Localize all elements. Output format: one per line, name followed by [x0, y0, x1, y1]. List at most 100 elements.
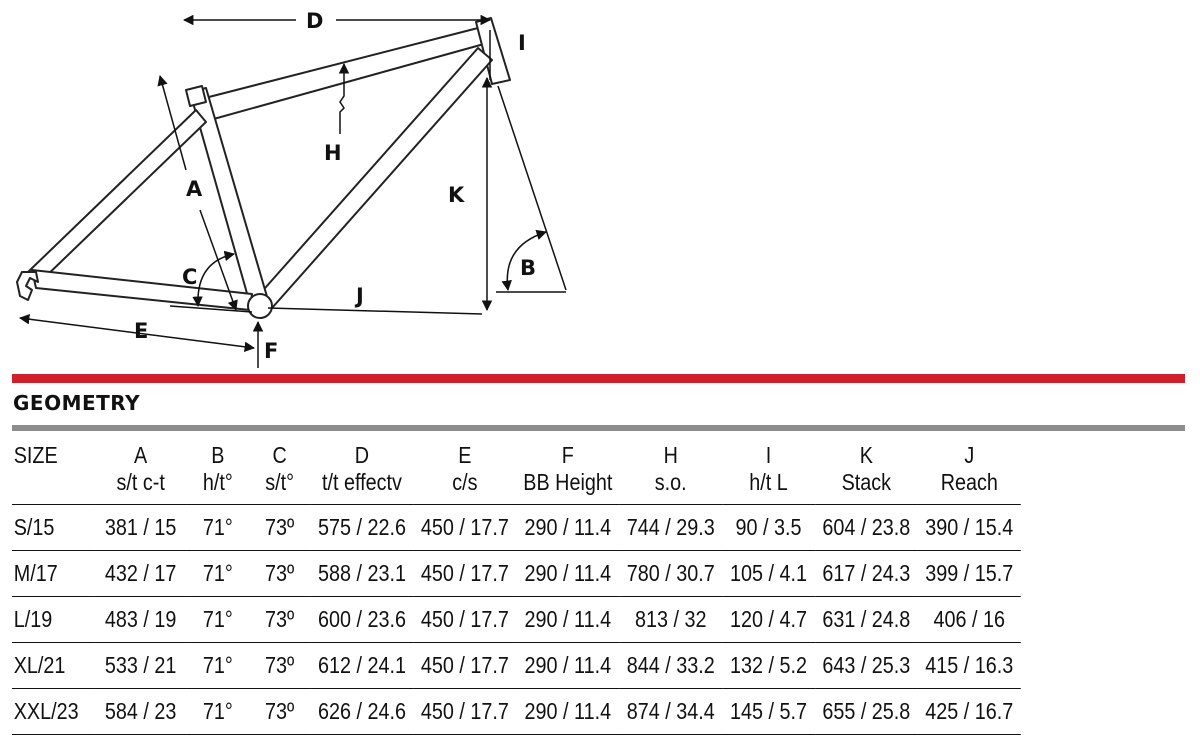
cell-j: 390 / 15.4 — [917, 504, 1021, 551]
cell-i: 105 / 4.1 — [722, 550, 815, 597]
header-letter: D — [354, 442, 370, 468]
header-letter: H — [663, 442, 678, 468]
header-sub: t/t effectv — [322, 469, 402, 495]
header-sub: s.o. — [654, 469, 687, 495]
size-cell: XL/21 — [12, 642, 95, 689]
cell-d: 612 / 24.1 — [310, 642, 414, 689]
label-k: K — [448, 183, 465, 207]
cell-d: 600 / 23.6 — [310, 596, 414, 643]
size-cell: XXL/23 — [12, 688, 95, 735]
cell-j: 415 / 16.3 — [917, 642, 1021, 689]
cell-i: 145 / 5.7 — [722, 688, 815, 735]
cell-e: 450 / 17.7 — [413, 688, 517, 735]
red-divider — [12, 374, 1185, 383]
label-c: C — [182, 265, 197, 289]
cell-c: 73º — [248, 642, 311, 689]
header-letter: I — [765, 442, 772, 468]
header-letter: C — [272, 442, 287, 468]
header-letter: B — [211, 442, 225, 468]
header-sub: s/t° — [265, 469, 294, 495]
cell-h: 780 / 30.7 — [619, 550, 723, 597]
cell-k: 655 / 25.8 — [814, 688, 918, 735]
cell-f: 290 / 11.4 — [516, 550, 620, 597]
section-title: GEOMETRY — [13, 391, 141, 415]
table-row: XL/21 533 / 21 71° 73º 612 / 24.1 450 / … — [12, 642, 1021, 689]
header-f: F BB Height — [516, 436, 620, 505]
cell-h: 813 / 32 — [619, 596, 723, 643]
header-letter: J — [964, 442, 975, 468]
cell-i: 132 / 5.2 — [722, 642, 815, 689]
label-j: J — [354, 284, 364, 308]
bike-frame — [16, 17, 511, 319]
chain-stay — [31, 269, 253, 311]
cell-e: 450 / 17.7 — [413, 642, 517, 689]
header-size: SIZE — [12, 436, 95, 505]
frame-geometry-diagram: D I H A K B C J E F — [16, 9, 567, 368]
cell-a: 533 / 21 — [94, 642, 187, 689]
label-e: E — [134, 319, 148, 343]
dimension-lines — [18, 14, 567, 368]
header-sub: Stack — [841, 469, 892, 495]
seat-stay — [27, 109, 207, 283]
cell-a: 584 / 23 — [94, 688, 187, 735]
cell-h: 874 / 34.4 — [619, 688, 723, 735]
size-cell: M/17 — [12, 550, 95, 597]
cell-b: 71° — [186, 504, 249, 551]
cell-d: 575 / 22.6 — [310, 504, 414, 551]
cell-c: 73º — [248, 550, 311, 597]
label-h: H — [324, 141, 342, 165]
dimension-labels: D I H A K B C J E F — [134, 9, 536, 363]
cell-j: 406 / 16 — [917, 596, 1021, 643]
table-row: M/17 432 / 17 71° 73º 588 / 23.1 450 / 1… — [12, 550, 1021, 597]
cell-c: 73º — [248, 504, 311, 551]
cell-f: 290 / 11.4 — [516, 688, 620, 735]
cell-a: 483 / 19 — [94, 596, 187, 643]
cell-j: 425 / 16.7 — [917, 688, 1021, 735]
header-sub: s/t c-t — [116, 469, 165, 495]
cell-d: 588 / 23.1 — [310, 550, 414, 597]
header-j: J Reach — [917, 436, 1021, 505]
cell-f: 290 / 11.4 — [516, 642, 620, 689]
cell-i: 120 / 4.7 — [722, 596, 815, 643]
cell-c: 73º — [248, 596, 311, 643]
cell-e: 450 / 17.7 — [413, 550, 517, 597]
header-letter: F — [561, 442, 574, 468]
cell-b: 71° — [186, 596, 249, 643]
header-sub: Reach — [940, 469, 998, 495]
cell-a: 432 / 17 — [94, 550, 187, 597]
cell-k: 643 / 25.3 — [814, 642, 918, 689]
cell-b: 71° — [186, 642, 249, 689]
cell-c: 73º — [248, 688, 311, 735]
header-sub: h/t° — [202, 469, 233, 495]
header-sub: h/t L — [749, 469, 788, 495]
cell-e: 450 / 17.7 — [413, 596, 517, 643]
header-sub: BB Height — [523, 469, 613, 495]
label-i: I — [518, 31, 526, 55]
cell-i: 90 / 3.5 — [722, 504, 815, 551]
bottom-bracket — [247, 293, 273, 319]
header-k: K Stack — [814, 436, 918, 505]
cell-b: 71° — [186, 550, 249, 597]
cell-b: 71° — [186, 688, 249, 735]
size-cell: S/15 — [12, 504, 95, 551]
cell-a: 381 / 15 — [94, 504, 187, 551]
cell-k: 604 / 23.8 — [814, 504, 918, 551]
seat-collar — [185, 85, 207, 107]
table-row: XXL/23 584 / 23 71° 73º 626 / 24.6 450 /… — [12, 688, 1021, 735]
header-letter: E — [458, 442, 472, 468]
cell-j: 399 / 15.7 — [917, 550, 1021, 597]
label-a: A — [186, 177, 203, 201]
table-row: L/19 483 / 19 71° 73º 600 / 23.6 450 / 1… — [12, 596, 1021, 643]
rear-dropout — [16, 271, 39, 301]
cell-d: 626 / 24.6 — [310, 688, 414, 735]
cell-k: 617 / 24.3 — [814, 550, 918, 597]
cell-k: 631 / 24.8 — [814, 596, 918, 643]
label-f: F — [264, 339, 278, 363]
